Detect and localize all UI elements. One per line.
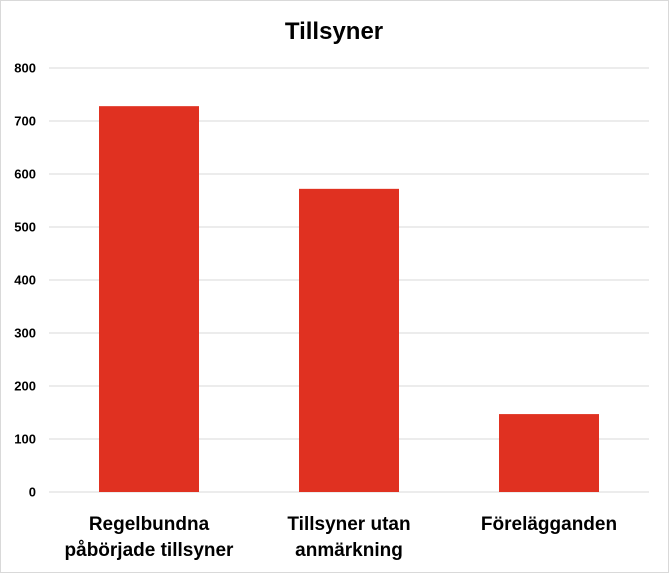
bars <box>99 106 599 492</box>
bar <box>299 188 399 492</box>
x-category-label: Förelägganden <box>481 514 617 535</box>
y-tick-label: 600 <box>14 167 36 182</box>
y-tick-label: 0 <box>29 485 36 500</box>
y-tick-label: 500 <box>14 220 36 235</box>
y-tick-label: 800 <box>14 61 36 76</box>
x-category-label: Tillsyner utan anmärkning <box>287 514 410 561</box>
x-category-label: Regelbundna påbörjade tillsyner <box>65 514 235 561</box>
y-axis-ticks: 0 100 200 300 400 500 600 700 800 <box>14 61 36 500</box>
y-tick-label: 400 <box>14 273 36 288</box>
y-tick-label: 300 <box>14 326 36 341</box>
chart-title: Tillsyner <box>285 18 383 45</box>
bar <box>499 414 599 492</box>
y-tick-label: 700 <box>14 114 36 129</box>
y-tick-label: 200 <box>14 379 36 394</box>
bar <box>99 106 199 492</box>
x-axis-labels: Regelbundna påbörjade tillsyner Tillsyner … <box>65 514 618 561</box>
y-tick-label: 100 <box>14 432 36 447</box>
